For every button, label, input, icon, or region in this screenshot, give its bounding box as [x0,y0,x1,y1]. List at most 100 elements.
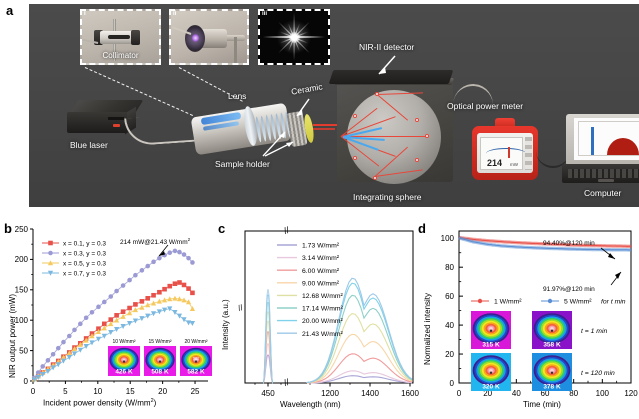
meter-buttons-icon [525,137,532,170]
data-point-marker [114,288,119,294]
data-point-marker [95,329,102,335]
panel-b-xtick: 20 [158,387,167,396]
data-point-marker [151,292,156,298]
data-point-marker [71,351,78,357]
panel-c-nir-band [306,375,413,384]
data-point-marker [114,317,120,323]
data-point-marker [145,313,151,319]
data-point-marker [156,298,162,304]
data-point-marker [167,306,173,312]
data-point-marker [89,340,95,346]
panel-c-legend-label: 9.00 W/mm² [302,280,340,287]
data-point-marker [120,323,126,329]
data-point-marker [47,260,54,266]
data-point-marker [161,307,168,313]
panel-d-xtick: 100 [596,389,610,398]
optical-power-meter-device: 214 mW [472,118,538,180]
panel-c-blue-peak [262,288,274,384]
panel-b-inset-power: 20 W/mm² [184,339,207,345]
computer-screen [574,118,639,160]
panel-b-ytick: 150 [15,286,29,295]
data-point-marker [186,255,191,261]
panel-c-legend-label: 3.14 W/mm² [302,255,340,262]
photo-inset-collimator: i Collimator [80,9,161,65]
nir-detector-arrow-icon [378,55,396,75]
meter-needle-icon [508,147,510,158]
sphere-node-icon [375,92,379,96]
data-point-marker [186,286,191,291]
svg-text://: // [237,303,245,313]
panel-d-xtick: 40 [512,389,521,398]
sample-holder-arrow-icon [262,131,294,157]
sphere-ray-icon [341,136,429,138]
label-integrating-sphere: Integrating sphere [353,192,422,202]
data-point-marker [162,286,167,292]
panel-c-legend-label: 21.43 W/mm² [302,331,344,338]
panel-b-ylabel: NIR output power (mW) [8,293,17,378]
panel-c-nir-band [306,333,413,384]
panel-d-legend-label-2: 5 W/mm² [564,299,592,306]
data-point-marker [83,337,89,343]
laser-slot-icon [108,117,124,120]
panel-c-nir-band [306,294,413,384]
data-point-marker [177,249,182,255]
data-point-marker [172,281,178,287]
data-point-marker [114,327,120,333]
panel-d-ytick: 20 [445,350,454,359]
data-point-marker [71,346,78,352]
panel-c-chart: // // // 450 1200 1400 1600 1.73 W/mm² 3.14 W/mm… [215,215,420,414]
collimator-end-left-icon [94,30,103,45]
blue-laser-device [67,100,144,135]
panel-d-series-line [458,237,631,251]
data-point-marker [108,294,114,299]
panel-a-schematic: i Collimator ii iii [29,4,639,207]
data-point-marker [189,320,196,326]
panel-d-svg: 0 20 40 60 80 100 0 20 40 60 80 100 120 94.40%@120 mi… [441,230,638,398]
panel-b-xtick: 0 [31,387,36,396]
inset-roman-ii: ii [173,11,177,17]
data-point-marker [133,272,138,278]
data-point-marker [185,299,192,305]
label-nir-detector: NIR-II detector [359,42,415,52]
panel-c-legend-label: 1.73 W/mm² [302,243,340,250]
panel-b-xlabel: Incident power density (W/mm2) [43,398,157,408]
label-blue-laser: Blue laser [70,140,108,150]
panel-d-ytick: 100 [441,234,455,243]
data-point-marker [139,268,145,273]
data-point-marker [190,290,195,296]
data-point-marker [89,309,95,315]
data-point-marker [477,298,483,304]
thermal-inset: 378 K [532,353,572,391]
panel-b-legend-label: x = 0.1, y = 0.3 [63,241,106,248]
laser-front-icon [67,112,127,133]
panel-d-xtick: 60 [541,389,550,398]
panel-d-legend-label-1: 1 W/mm² [494,299,522,306]
panel-c-legend-label: 12.68 W/mm² [302,293,344,300]
data-point-marker [77,341,83,347]
data-point-marker [176,296,183,302]
data-point-marker [167,283,173,289]
data-point-marker [172,309,178,315]
data-point-marker [181,297,187,303]
data-point-marker [151,259,156,265]
data-point-marker [101,333,107,339]
panel-b-letter: b [4,221,12,236]
data-point-marker [101,299,107,305]
panel-d-annotation-1: 94.40%@120 min [543,240,595,247]
data-point-marker [177,280,182,285]
label-sample-holder: Sample holder [215,159,270,169]
data-point-marker [167,250,173,256]
sphere-node-icon [353,114,357,118]
panel-c-nir-band [306,370,413,384]
data-point-marker [181,282,187,288]
data-point-marker [120,313,126,319]
data-point-marker [157,255,162,261]
meter-reading: 214 [487,158,503,168]
computer-keyboard-icon [568,169,639,178]
panel-d-xtick: 0 [457,389,462,398]
beam-core-icon [288,31,300,43]
data-point-marker [45,358,51,363]
data-point-marker [108,317,114,322]
data-point-marker [189,305,196,311]
panel-d-ytick: 0 [450,379,455,388]
